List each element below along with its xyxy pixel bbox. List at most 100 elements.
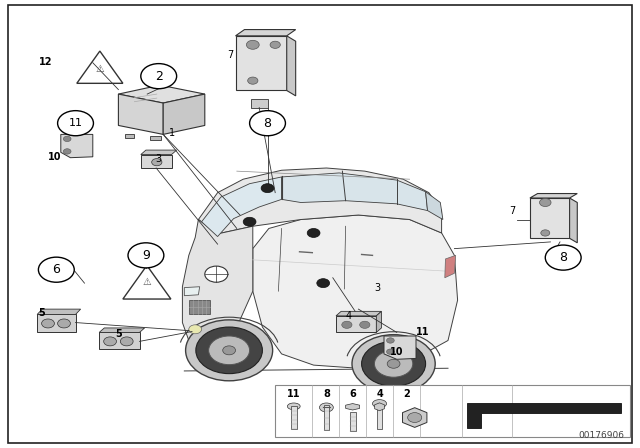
Circle shape: [209, 336, 250, 365]
Circle shape: [317, 279, 330, 288]
Circle shape: [189, 325, 202, 334]
Text: 8: 8: [323, 389, 330, 399]
Text: 00176906: 00176906: [578, 431, 624, 440]
Bar: [350, 412, 356, 431]
Text: 6: 6: [52, 263, 60, 276]
Text: ⚠: ⚠: [143, 277, 151, 287]
Polygon shape: [287, 36, 296, 96]
Polygon shape: [118, 85, 205, 103]
Text: 9: 9: [142, 249, 150, 262]
Polygon shape: [118, 94, 163, 134]
Polygon shape: [182, 220, 253, 349]
Text: 10: 10: [390, 347, 404, 357]
Circle shape: [152, 159, 162, 166]
Text: 7: 7: [509, 206, 515, 215]
Polygon shape: [123, 265, 171, 299]
Circle shape: [141, 64, 177, 89]
Polygon shape: [530, 198, 570, 238]
Polygon shape: [202, 177, 282, 237]
Circle shape: [42, 319, 54, 328]
Polygon shape: [374, 403, 385, 411]
Circle shape: [58, 319, 70, 328]
Polygon shape: [376, 311, 381, 332]
Circle shape: [360, 321, 370, 328]
Text: 4: 4: [346, 311, 352, 321]
Text: 12: 12: [39, 57, 53, 67]
Ellipse shape: [287, 403, 300, 409]
Circle shape: [362, 341, 426, 386]
Circle shape: [223, 346, 236, 355]
Polygon shape: [141, 150, 177, 155]
Text: 4: 4: [376, 389, 383, 399]
Circle shape: [248, 77, 258, 84]
Polygon shape: [467, 403, 621, 428]
Polygon shape: [426, 192, 443, 220]
Circle shape: [120, 337, 133, 346]
Text: 11: 11: [287, 389, 301, 399]
Polygon shape: [346, 404, 360, 410]
Circle shape: [246, 40, 259, 49]
Bar: [275, 385, 630, 437]
Bar: [377, 406, 382, 429]
Polygon shape: [336, 316, 376, 332]
Polygon shape: [99, 328, 145, 332]
Circle shape: [250, 111, 285, 136]
Circle shape: [374, 350, 413, 377]
Polygon shape: [125, 134, 134, 138]
Circle shape: [196, 327, 262, 374]
Ellipse shape: [319, 403, 333, 412]
Text: ⚠: ⚠: [95, 64, 104, 74]
Circle shape: [243, 217, 256, 226]
Circle shape: [387, 349, 394, 354]
Polygon shape: [141, 155, 172, 168]
Polygon shape: [184, 287, 200, 296]
Circle shape: [387, 359, 400, 368]
Circle shape: [307, 228, 320, 237]
Text: 3: 3: [156, 154, 162, 164]
Polygon shape: [77, 51, 123, 83]
Circle shape: [387, 338, 394, 343]
Text: 7: 7: [227, 50, 234, 60]
Polygon shape: [150, 136, 161, 140]
Text: 11: 11: [415, 327, 429, 337]
Text: 5: 5: [115, 329, 122, 339]
Polygon shape: [403, 408, 427, 427]
Polygon shape: [189, 300, 210, 314]
Circle shape: [342, 321, 352, 328]
Polygon shape: [445, 255, 456, 278]
Bar: [324, 405, 330, 430]
Text: 10: 10: [47, 152, 61, 162]
Circle shape: [205, 266, 228, 282]
Text: 5: 5: [38, 308, 45, 318]
Polygon shape: [336, 311, 381, 316]
Circle shape: [38, 257, 74, 282]
Text: 11: 11: [68, 118, 83, 128]
Circle shape: [540, 198, 551, 207]
Circle shape: [63, 149, 71, 154]
Text: 6: 6: [349, 389, 356, 399]
Ellipse shape: [372, 400, 387, 408]
Polygon shape: [236, 30, 296, 36]
Polygon shape: [163, 94, 205, 134]
Polygon shape: [37, 309, 81, 314]
Bar: [291, 406, 297, 429]
Polygon shape: [99, 332, 140, 349]
Circle shape: [270, 41, 280, 48]
Polygon shape: [236, 36, 287, 90]
Circle shape: [58, 111, 93, 136]
Text: 2: 2: [403, 389, 410, 399]
Polygon shape: [253, 215, 458, 368]
Text: 8: 8: [559, 251, 567, 264]
Polygon shape: [530, 194, 577, 198]
Circle shape: [104, 337, 116, 346]
Circle shape: [128, 243, 164, 268]
Circle shape: [408, 413, 422, 422]
Polygon shape: [37, 314, 76, 332]
Polygon shape: [251, 99, 268, 108]
Polygon shape: [198, 168, 442, 234]
Polygon shape: [282, 173, 428, 211]
Circle shape: [186, 320, 273, 381]
Text: 2: 2: [155, 69, 163, 83]
Text: 3: 3: [374, 283, 381, 293]
Polygon shape: [570, 198, 577, 243]
